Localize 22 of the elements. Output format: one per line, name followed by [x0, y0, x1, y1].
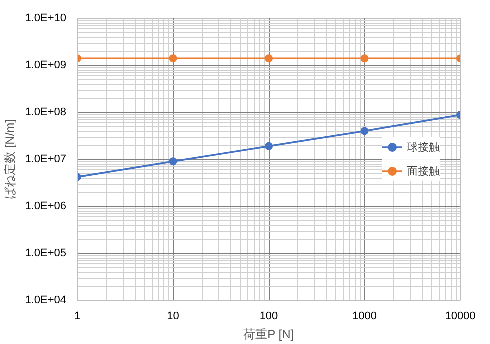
- legend-label: 球接触: [407, 140, 440, 154]
- point: [265, 54, 273, 63]
- y-tick-label: 1.0E+04: [25, 294, 67, 306]
- y-tick-label: 1.0E+05: [25, 248, 67, 260]
- y-tick-label: 1.0E+09: [25, 60, 67, 72]
- x-tick-label: 10000: [445, 310, 476, 322]
- y-tick-label: 1.0E+08: [25, 106, 67, 118]
- y-axis-title: ばね定数 [N/m]: [3, 120, 18, 200]
- point: [265, 142, 273, 150]
- point: [169, 158, 178, 166]
- point: [360, 54, 369, 63]
- x-tick-label: 1000: [352, 310, 377, 322]
- x-tick-label: 100: [260, 310, 278, 322]
- legend-label: 面接触: [407, 164, 440, 178]
- point: [360, 127, 369, 136]
- point: [169, 54, 178, 63]
- y-tick-label: 1.0E+10: [25, 12, 67, 24]
- y-tick-label: 1.0E+06: [25, 200, 67, 212]
- x-tick-label: 10: [167, 310, 180, 322]
- y-tick-label: 1.0E+07: [25, 154, 67, 166]
- x-tick-label: 1: [74, 310, 81, 322]
- x-axis-title: 荷重P [N]: [244, 328, 294, 342]
